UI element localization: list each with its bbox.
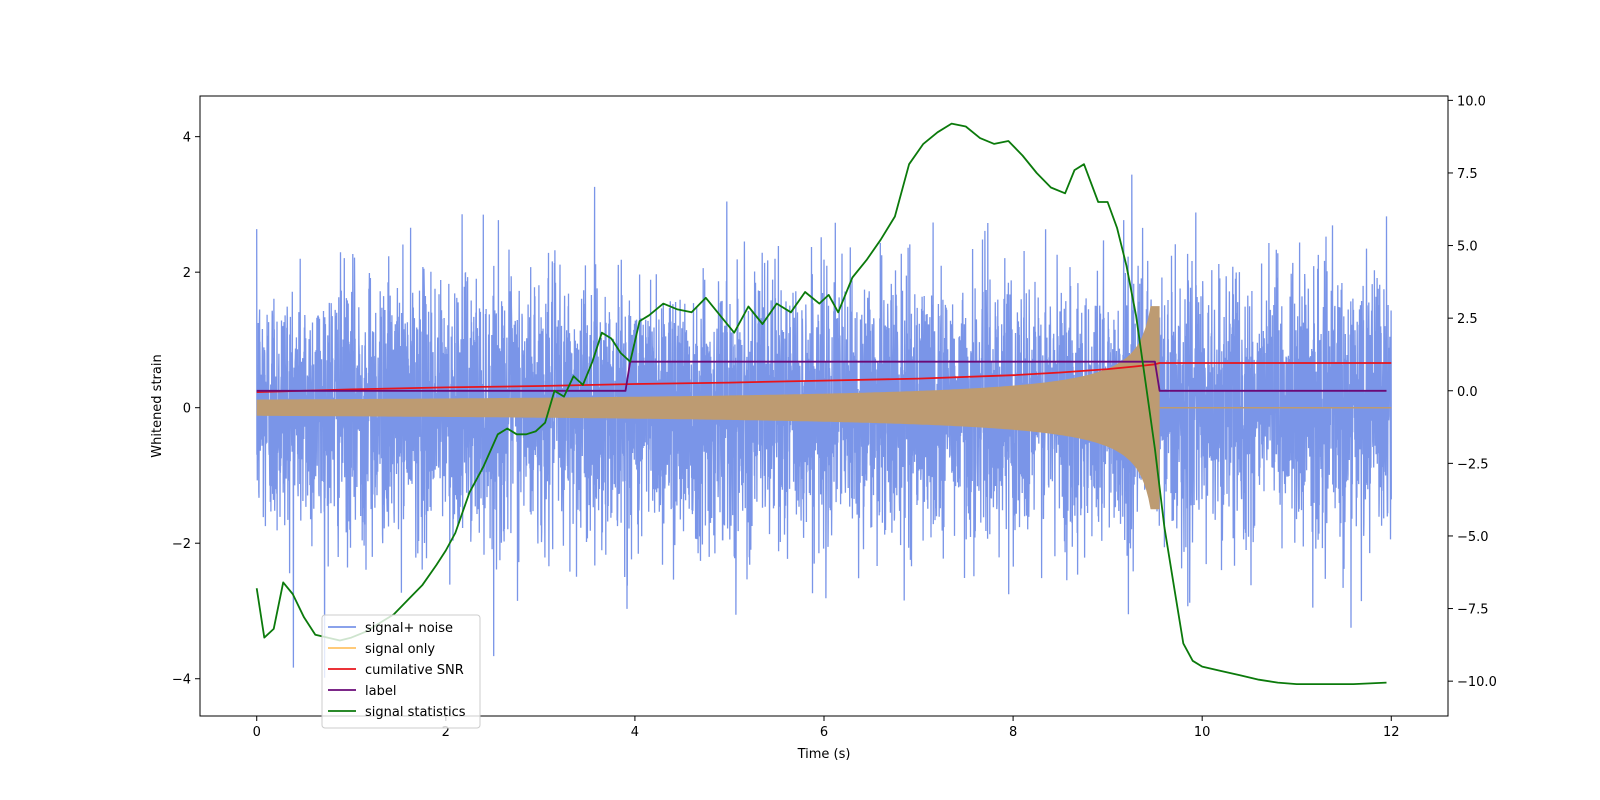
series-signal-statistics-line — [255, 122, 1387, 685]
x-tick-label: 10 — [1194, 725, 1211, 740]
x-axis: 0 2 4 6 8 10 12 — [253, 716, 1400, 740]
y2-tick-label: 2.5 — [1457, 312, 1478, 327]
y2-tick-label: −7.5 — [1457, 603, 1489, 618]
legend-box — [321, 614, 481, 729]
x-tick-label: 12 — [1383, 725, 1400, 740]
series-cumilative-snr-line — [256, 362, 1392, 393]
x-tick-label: 8 — [1009, 725, 1017, 740]
y2-tick-label: −10.0 — [1457, 675, 1497, 690]
y-axis-right: −10.0 −7.5 −5.0 −2.5 0.0 2.5 5.0 7.5 10.0 — [1448, 94, 1497, 690]
y-axis-label: Whitened strain — [150, 354, 165, 457]
y-tick-label: −2 — [172, 537, 191, 552]
plot-area — [255, 122, 1392, 685]
legend-label: signal+ noise — [365, 621, 453, 636]
y2-tick-label: −5.0 — [1457, 530, 1489, 545]
legend-label: signal statistics — [365, 705, 466, 720]
legend-item-signal-statistics: signal statistics — [328, 705, 466, 720]
x-tick-label: 2 — [442, 725, 450, 740]
x-tick-label: 0 — [253, 725, 261, 740]
x-axis-label: Time (s) — [797, 747, 851, 762]
y-tick-label: −4 — [172, 673, 191, 688]
y2-tick-label: 7.5 — [1457, 167, 1478, 182]
series-label-line — [256, 360, 1387, 392]
x-tick-label: 6 — [820, 725, 828, 740]
series-signal-only-envelope — [256, 306, 1160, 510]
x-tick-label: 4 — [631, 725, 639, 740]
legend-label: label — [365, 684, 396, 699]
y2-tick-label: 10.0 — [1457, 94, 1486, 109]
legend-item-label: label — [328, 684, 396, 699]
legend-item-signal-noise: signal+ noise — [328, 621, 453, 636]
legend-label: cumilative SNR — [365, 663, 464, 678]
y2-tick-label: −2.5 — [1457, 457, 1489, 472]
y-axis-left: −4 −2 0 2 4 — [172, 131, 200, 688]
y2-tick-label: 0.0 — [1457, 385, 1478, 400]
legend: signal+ noise signal only cumilative SNR la… — [321, 614, 481, 729]
y2-tick-label: 5.0 — [1457, 240, 1478, 255]
legend-label: signal only — [365, 642, 435, 657]
legend-item-signal-only: signal only — [328, 642, 435, 657]
series-signal-noise-line — [256, 174, 1392, 678]
y-tick-label: 4 — [183, 131, 191, 146]
y-tick-label: 0 — [183, 402, 191, 417]
y-tick-label: 2 — [183, 266, 191, 281]
legend-item-cumilative-snr: cumilative SNR — [328, 663, 464, 678]
